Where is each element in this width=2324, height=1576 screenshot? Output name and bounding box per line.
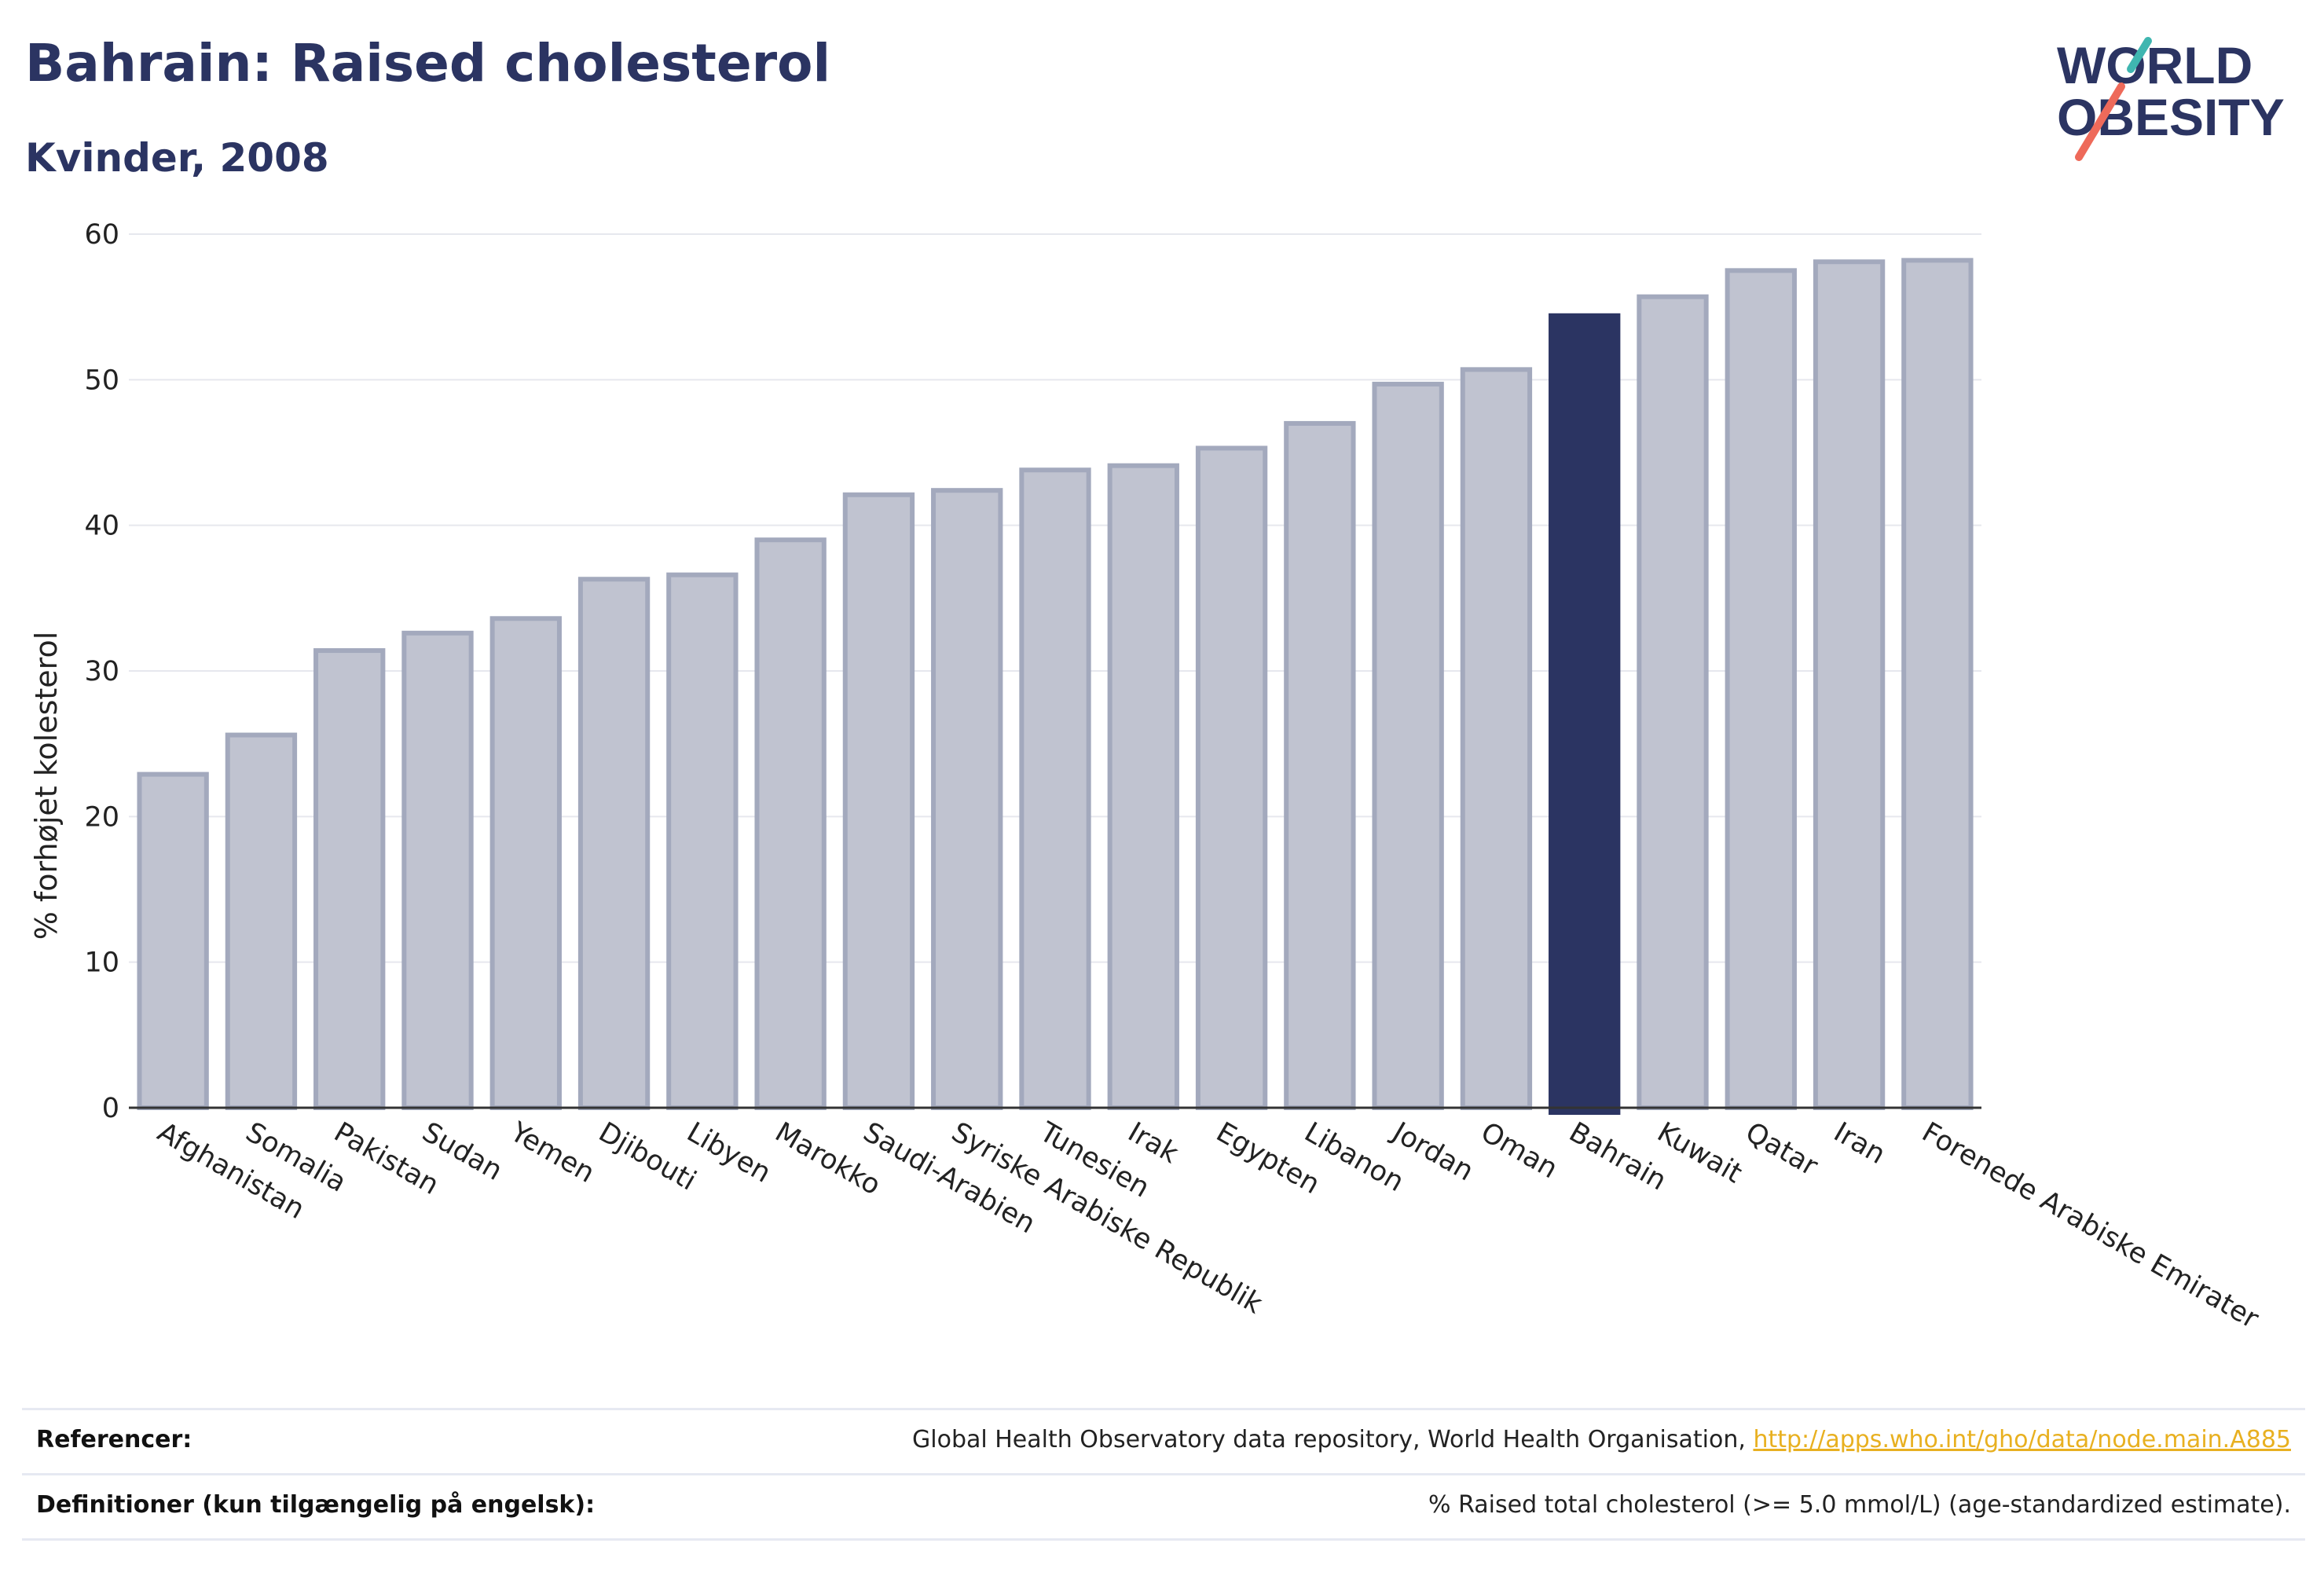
world-obesity-logo: WORLD OBESITY xyxy=(2057,36,2285,161)
bar-saudi-arabien xyxy=(842,492,915,1110)
references-value: Global Health Observatory data repositor… xyxy=(912,1426,2291,1453)
x-tick-label: Forenede Arabiske Emirater xyxy=(1916,1116,2264,1335)
y-tick-label: 40 xyxy=(84,511,119,542)
bar-egypten xyxy=(1195,445,1268,1110)
bar-chart: 0 10 20 30 40 50 60 AfghanistanSomaliaPakistan… xyxy=(29,219,2264,1336)
bar-irak xyxy=(1107,463,1179,1110)
x-tick-label: Iran xyxy=(1828,1116,1890,1171)
x-tick-label: Afghanistan xyxy=(152,1116,310,1226)
x-tick-label: Oman xyxy=(1475,1116,1563,1185)
bar-jordan xyxy=(1372,381,1444,1111)
bar-marokko xyxy=(754,537,827,1110)
bar-bahrain xyxy=(1549,313,1621,1115)
bar-oman xyxy=(1460,367,1533,1110)
bar-yemen xyxy=(489,616,562,1110)
bar-djibouti xyxy=(577,577,651,1110)
logo-slash-coral xyxy=(2075,82,2125,161)
x-tick-labels: AfghanistanSomaliaPakistanSudanYemenDjib… xyxy=(152,1116,2264,1335)
bar-kuwait xyxy=(1637,294,1709,1110)
references-link[interactable]: http://apps.who.int/gho/data/node.main.A… xyxy=(1753,1426,2291,1453)
y-tick-label: 10 xyxy=(84,947,119,979)
logo-slash-teal xyxy=(2127,37,2152,73)
x-tick-label: Djibouti xyxy=(593,1116,701,1197)
y-tick-label: 30 xyxy=(84,656,119,687)
y-axis-label: % forhøjet kolesterol xyxy=(29,632,64,940)
bar-pakistan xyxy=(313,648,386,1110)
bar-syriske-arabiske-republik xyxy=(931,488,1003,1110)
y-tick-labels: 0 10 20 30 40 50 60 xyxy=(84,219,119,1124)
x-tick-label: Irak xyxy=(1123,1116,1184,1170)
bar-forenede-arabiske-emirater xyxy=(1901,258,1974,1110)
y-tick-label: 0 xyxy=(102,1093,119,1124)
bar-iran xyxy=(1813,259,1886,1110)
logo-line1: WORLD xyxy=(2057,36,2253,94)
bar-afghanistan xyxy=(137,772,209,1110)
y-tick-label: 60 xyxy=(84,219,119,251)
bar-qatar xyxy=(1725,268,1797,1110)
references-label: Referencer: xyxy=(36,1426,192,1453)
x-tick-label: Bahrain xyxy=(1563,1116,1671,1197)
references-text: Global Health Observatory data repositor… xyxy=(912,1426,1754,1453)
bar-libyen xyxy=(666,572,739,1110)
x-tick-label: Yemen xyxy=(504,1116,599,1189)
definitions-value: % Raised total cholesterol (>= 5.0 mmol/… xyxy=(1428,1491,2291,1519)
bars xyxy=(137,258,1974,1115)
chart-title: Bahrain: Raised cholesterol xyxy=(25,33,831,93)
definitions-row: Definitioner (kun tilgængelig på engelsk… xyxy=(22,1473,2305,1541)
footer-table: Referencer: Global Health Observatory da… xyxy=(22,1408,2305,1541)
bar-tunesien xyxy=(1019,467,1091,1110)
references-row: Referencer: Global Health Observatory da… xyxy=(22,1408,2305,1473)
x-tick-label: Qatar xyxy=(1740,1116,1824,1182)
bar-sudan xyxy=(401,630,474,1110)
bar-libanon xyxy=(1284,420,1356,1110)
y-tick-label: 20 xyxy=(84,801,119,833)
bar-somalia xyxy=(225,732,298,1111)
chart-subtitle: Kvinder, 2008 xyxy=(25,135,329,181)
y-tick-label: 50 xyxy=(84,365,119,396)
definitions-label: Definitioner (kun tilgængelig på engelsk… xyxy=(36,1491,596,1519)
